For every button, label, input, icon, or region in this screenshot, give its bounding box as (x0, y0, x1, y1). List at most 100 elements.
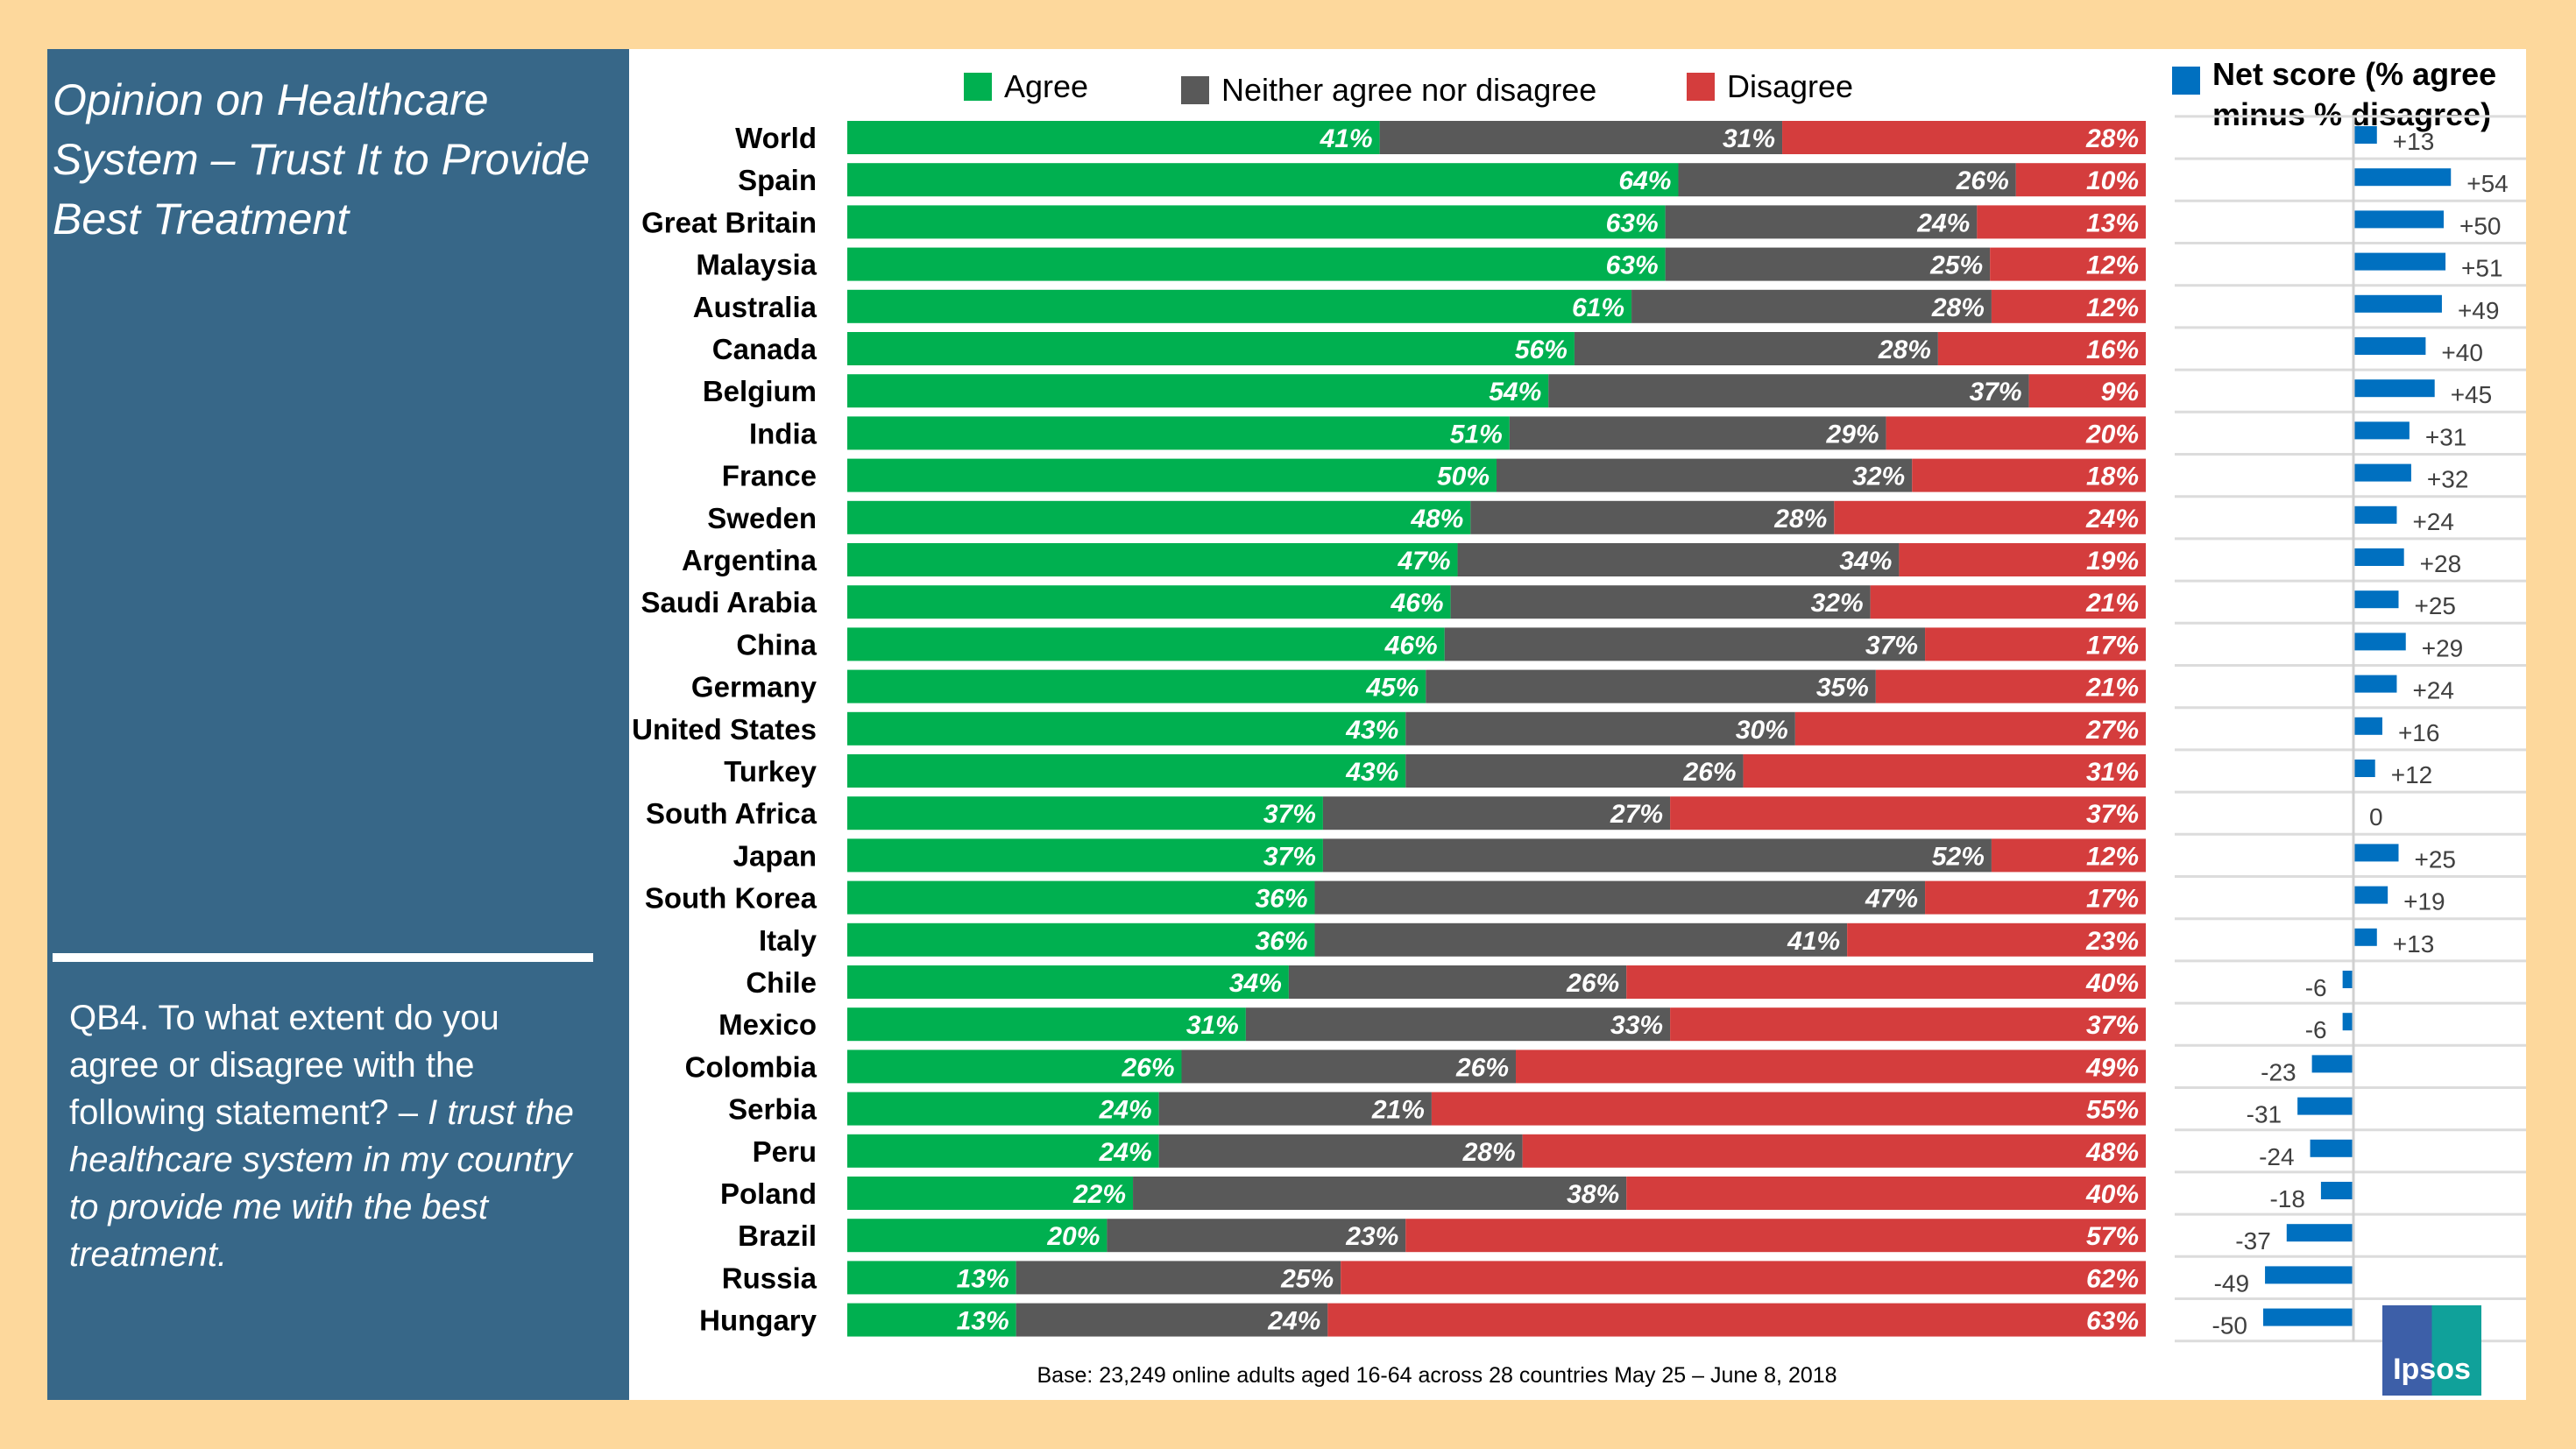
country-label: Argentina (682, 544, 817, 576)
bar-segment-neither (1158, 1134, 1523, 1168)
net-score-bar (2311, 1055, 2353, 1073)
country-label: Turkey (724, 755, 817, 788)
data-label: 32% (1811, 589, 1864, 618)
legend-label: Disagree (1727, 68, 1854, 104)
net-score-label: +24 (2412, 508, 2454, 535)
legend-label: Agree (1004, 68, 1089, 104)
country-label: Chile (746, 966, 817, 999)
country-label: Malaysia (696, 249, 817, 281)
net-score-label: +29 (2422, 634, 2464, 661)
bar-segment-neither (1322, 796, 1671, 831)
data-label: 61% (1572, 293, 1624, 322)
bar-segment-disagree (1925, 627, 2146, 661)
bar-segment-agree (847, 1261, 1016, 1295)
data-label: 17% (2086, 885, 2139, 914)
bar-segment-neither (1665, 247, 1991, 281)
bar-segment-agree (847, 500, 1471, 534)
bar-segment-agree (847, 205, 1666, 239)
net-score-bar (2342, 971, 2353, 988)
net-score-bar (2353, 379, 2435, 398)
data-label: 26% (1566, 969, 1619, 998)
data-label: 22% (1072, 1180, 1126, 1209)
bar-segment-neither (1457, 543, 1900, 576)
net-score-label: -6 (2305, 1016, 2327, 1043)
net-score-label: +16 (2398, 719, 2440, 746)
data-label: 63% (2086, 1307, 2139, 1336)
data-label: 24% (1267, 1307, 1320, 1336)
net-score-label: -50 (2212, 1312, 2247, 1339)
bar-segment-neither (1426, 669, 1876, 703)
net-score-label: +50 (2459, 212, 2502, 239)
bar-segment-disagree (1991, 838, 2146, 873)
data-label: 26% (1121, 1053, 1174, 1082)
bar-segment-disagree (1670, 1007, 2146, 1042)
bar-segment-neither (1509, 416, 1886, 450)
country-label: Mexico (718, 1008, 817, 1041)
net-score-bar (2310, 1139, 2353, 1157)
data-label: 31% (1723, 124, 1775, 153)
data-label: 26% (1683, 758, 1737, 787)
data-label: 50% (1437, 463, 1490, 491)
net-score-label: +49 (2458, 297, 2500, 324)
bar-segment-disagree (1847, 922, 2146, 957)
bar-segment-disagree (1516, 1050, 2146, 1084)
bar-segment-neither (1314, 922, 1848, 957)
legend-swatch-agree (964, 73, 992, 101)
data-label: 25% (1280, 1264, 1334, 1293)
data-label: 13% (957, 1264, 1009, 1293)
legend-agree: Agree (964, 68, 1088, 105)
bar-segment-neither (1678, 163, 2016, 197)
bar-segment-neither (1288, 965, 1627, 999)
data-label: 34% (1839, 547, 1892, 576)
country-label: Peru (753, 1135, 817, 1168)
bar-segment-agree (847, 121, 1380, 154)
bar-segment-disagree (1925, 880, 2146, 915)
net-score-bar (2353, 928, 2377, 946)
data-label: 37% (2086, 800, 2139, 829)
net-score-bar (2353, 126, 2377, 144)
bar-segment-disagree (1626, 965, 2146, 999)
net-score-bar (2263, 1308, 2353, 1326)
data-label: 24% (1099, 1138, 1152, 1167)
data-label: 62% (2086, 1264, 2139, 1293)
country-label: Colombia (685, 1050, 817, 1083)
net-score-label: +28 (2420, 550, 2462, 577)
data-label: 63% (1606, 251, 1659, 280)
net-score-bar (2286, 1224, 2353, 1242)
legend-swatch-net (2172, 67, 2200, 95)
bar-segment-agree (847, 289, 1632, 323)
net-score-bar (2353, 760, 2375, 777)
net-score-label: -23 (2261, 1058, 2296, 1085)
country-label: Brazil (738, 1219, 817, 1252)
bar-segment-agree (847, 1007, 1246, 1042)
country-label: Sweden (707, 502, 817, 534)
legend-label: Net score (% agree minus % disagree) (2212, 56, 2497, 132)
data-label: 24% (1916, 209, 1970, 237)
net-score-bar (2265, 1266, 2353, 1284)
data-label: 27% (2085, 716, 2139, 745)
net-score-bar (2353, 252, 2446, 271)
net-score-label: -37 (2235, 1227, 2270, 1255)
net-score-bar (2353, 168, 2452, 187)
data-label: 20% (2085, 420, 2139, 449)
bar-segment-disagree (1990, 247, 2146, 281)
bar-segment-agree (847, 1177, 1134, 1210)
data-label: 36% (1255, 885, 1307, 914)
data-label: 13% (957, 1307, 1009, 1336)
bar-segment-agree (847, 1134, 1159, 1168)
data-label: 12% (2086, 293, 2139, 322)
data-label: 41% (1787, 927, 1840, 956)
bar-segment-disagree (1794, 711, 2146, 746)
bar-segment-disagree (1870, 585, 2146, 619)
bar-segment-neither (1405, 711, 1795, 746)
data-label: 28% (2085, 124, 2139, 153)
bar-segment-disagree (1912, 458, 2146, 492)
data-label: 37% (1263, 800, 1316, 829)
net-score-bar (2353, 294, 2442, 313)
data-label: 21% (1371, 1096, 1425, 1125)
net-score-bar (2353, 463, 2411, 482)
net-score-bar (2353, 210, 2444, 229)
data-label: 31% (1186, 1011, 1239, 1040)
net-score-label: +40 (2441, 339, 2483, 366)
country-label: United States (632, 713, 817, 746)
